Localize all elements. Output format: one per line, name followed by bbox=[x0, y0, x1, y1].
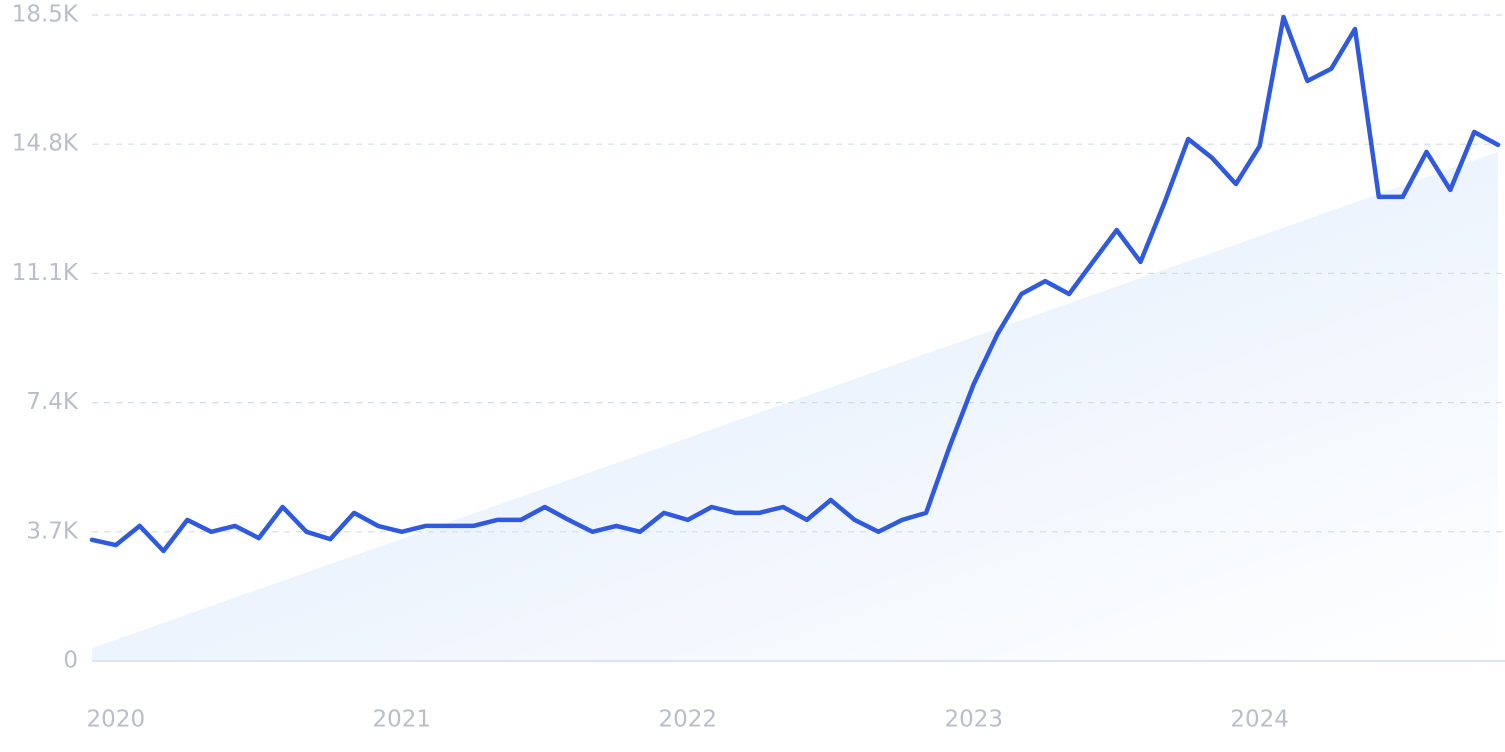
data-line bbox=[89, 14, 1501, 554]
y-tick-label: 11.1K bbox=[12, 260, 79, 286]
x-tick-label: 2022 bbox=[658, 707, 717, 733]
trend-area bbox=[92, 151, 1498, 662]
y-tick-label: 3.7K bbox=[26, 518, 79, 544]
x-tick-label: 2024 bbox=[1230, 707, 1289, 733]
y-tick-label: 14.8K bbox=[12, 131, 79, 157]
x-tick-label: 2023 bbox=[944, 707, 1003, 733]
x-tick-label: 2021 bbox=[373, 707, 432, 733]
y-tick-label: 18.5K bbox=[12, 2, 79, 28]
y-tick-label: 0 bbox=[63, 648, 78, 674]
y-tick-label: 7.4K bbox=[26, 389, 79, 415]
x-tick-label: 2020 bbox=[87, 707, 146, 733]
